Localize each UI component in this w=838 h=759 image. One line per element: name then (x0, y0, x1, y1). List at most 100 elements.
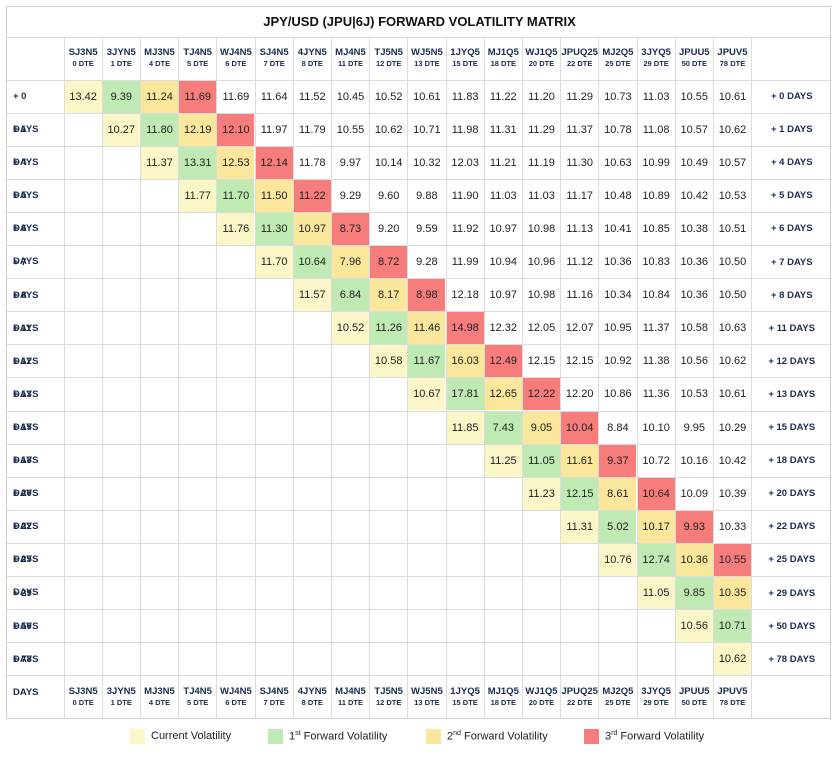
row-label-left: + 0 DAYS (13, 91, 39, 136)
column-footer: WJ4N5 6 DTE (217, 686, 255, 708)
matrix-cell: 11.03 (528, 189, 555, 202)
matrix-cell: 8.72 (370, 246, 408, 279)
matrix-cell: 11.83 (451, 90, 479, 103)
matrix-cell: 11.64 (260, 90, 288, 103)
legend-item: Current Volatility (130, 726, 231, 746)
legend-item: 3rd Forward Volatility (584, 726, 704, 746)
row-label-left: + 29 DAYS (13, 587, 39, 632)
matrix-cell: 11.69 (179, 80, 217, 113)
matrix-cell: 10.10 (642, 421, 670, 434)
column-code: JPUV5 (717, 47, 748, 58)
matrix-cell: 11.85 (446, 411, 484, 444)
column-dte: 12 DTE (375, 59, 402, 68)
column-header: JPUU5 50 DTE (675, 47, 713, 69)
matrix-cell: 12.05 (527, 322, 556, 335)
matrix-cell: 11.37 (566, 123, 594, 136)
matrix-cell: 10.56 (675, 610, 713, 643)
row-label-right: + 29 DAYS (768, 587, 816, 599)
matrix-cell: 12.18 (451, 289, 479, 302)
matrix-cell: 12.20 (565, 388, 594, 401)
matrix-cell: 9.85 (675, 577, 713, 610)
matrix-cell: 10.35 (713, 577, 752, 610)
matrix-cell: 12.10 (217, 113, 255, 146)
matrix-cell: 11.70 (255, 246, 293, 279)
column-header: MJ1Q5 18 DTE (484, 47, 522, 69)
matrix-cell: 10.57 (680, 123, 709, 136)
column-dte: 13 DTE (414, 697, 440, 707)
matrix-cell: 10.53 (680, 388, 709, 401)
column-code: 4JYN5 (297, 47, 327, 58)
column-code: 4JYN5 (297, 685, 327, 697)
column-code: 3JYQ5 (641, 685, 671, 697)
matrix-cell: 12.15 (527, 355, 556, 368)
matrix-cell: 10.62 (374, 123, 403, 136)
row-label-left: + 11 DAYS (13, 322, 39, 367)
row-label-right: + 4 DAYS (770, 157, 813, 169)
row-label-left: + 8 DAYS (13, 289, 39, 334)
matrix-cell: 11.99 (451, 256, 479, 268)
column-footer: MJ2Q5 25 DTE (599, 686, 637, 708)
row-label-left: + 1 DAYS (13, 124, 39, 169)
matrix-cell: 10.73 (604, 90, 632, 103)
matrix-cell: 10.49 (680, 156, 709, 169)
grid-line-horizontal (7, 36, 832, 38)
matrix-cell: 10.86 (604, 388, 632, 401)
column-footer: WJ1Q5 20 DTE (522, 686, 560, 708)
matrix-cell: 10.57 (718, 156, 747, 169)
matrix-cell: 17.81 (446, 378, 484, 411)
matrix-cell: 11.08 (642, 123, 670, 136)
matrix-cell: 12.15 (561, 477, 599, 510)
matrix-cell: 11.46 (408, 312, 446, 345)
column-footer: JPUV5 78 DTE (713, 686, 751, 708)
matrix-cell: 11.76 (217, 212, 255, 245)
column-code: 3JYN5 (106, 685, 136, 697)
column-dte: 20 DTE (528, 697, 555, 707)
column-dte: 22 DTE (566, 697, 593, 707)
matrix-cell: 10.62 (718, 355, 747, 368)
row-label-right: + 25 DAYS (768, 554, 816, 566)
matrix-cell: 10.55 (713, 543, 752, 576)
column-footer: 4JYN5 8 DTE (293, 686, 331, 708)
column-header: 3JYQ5 29 DTE (637, 47, 675, 69)
matrix-cell: 10.51 (718, 222, 747, 235)
legend-swatch (426, 728, 441, 744)
grid-line-horizontal (7, 476, 832, 478)
column-dte: 12 DTE (375, 697, 402, 707)
matrix-cell: 11.98 (451, 123, 479, 136)
column-dte: 7 DTE (263, 59, 285, 68)
matrix-cell: 8.17 (370, 279, 408, 312)
column-header: MJ2Q5 25 DTE (599, 47, 637, 69)
matrix-cell: 11.17 (566, 189, 594, 202)
column-footer: MJ3N5 4 DTE (140, 686, 178, 708)
grid-line-horizontal (7, 278, 832, 280)
row-label-left: + 6 DAYS (13, 223, 39, 268)
row-label-right: + 78 DAYS (768, 653, 816, 665)
matrix-cell: 10.55 (336, 123, 365, 136)
matrix-cell: 11.90 (451, 189, 479, 202)
column-code: SJ4N5 (259, 685, 289, 697)
grid-line-horizontal (7, 245, 832, 246)
column-footer: TJ5N5 12 DTE (370, 686, 408, 708)
row-label-right: + 11 DAYS (768, 322, 815, 334)
legend-label-rest: Forward Volatility (300, 730, 388, 743)
matrix-cell: 10.34 (604, 289, 632, 302)
matrix-cell: 7.96 (331, 246, 370, 279)
grid-line-horizontal (7, 344, 832, 346)
matrix-cell: 8.73 (331, 212, 370, 245)
matrix-cell: 12.03 (451, 156, 479, 169)
column-header: WJ4N5 6 DTE (217, 47, 255, 69)
matrix-cell: 11.19 (528, 156, 555, 169)
matrix-cell: 11.92 (451, 222, 479, 235)
matrix-cell: 11.52 (298, 90, 326, 103)
matrix-cell: 10.94 (489, 256, 518, 268)
grid-line-horizontal (7, 542, 832, 544)
column-dte: 50 DTE (681, 59, 707, 68)
legend-label: 1st Forward Volatility (289, 730, 387, 743)
column-code: JPUV5 (717, 685, 748, 697)
matrix-cell: 10.99 (642, 156, 670, 169)
matrix-cell: 9.29 (339, 189, 362, 202)
matrix-cell: 10.67 (408, 378, 446, 411)
matrix-cell: 10.92 (604, 355, 632, 368)
legend-label: 3rd Forward Volatility (605, 730, 704, 743)
matrix-cell: 10.97 (489, 222, 518, 235)
